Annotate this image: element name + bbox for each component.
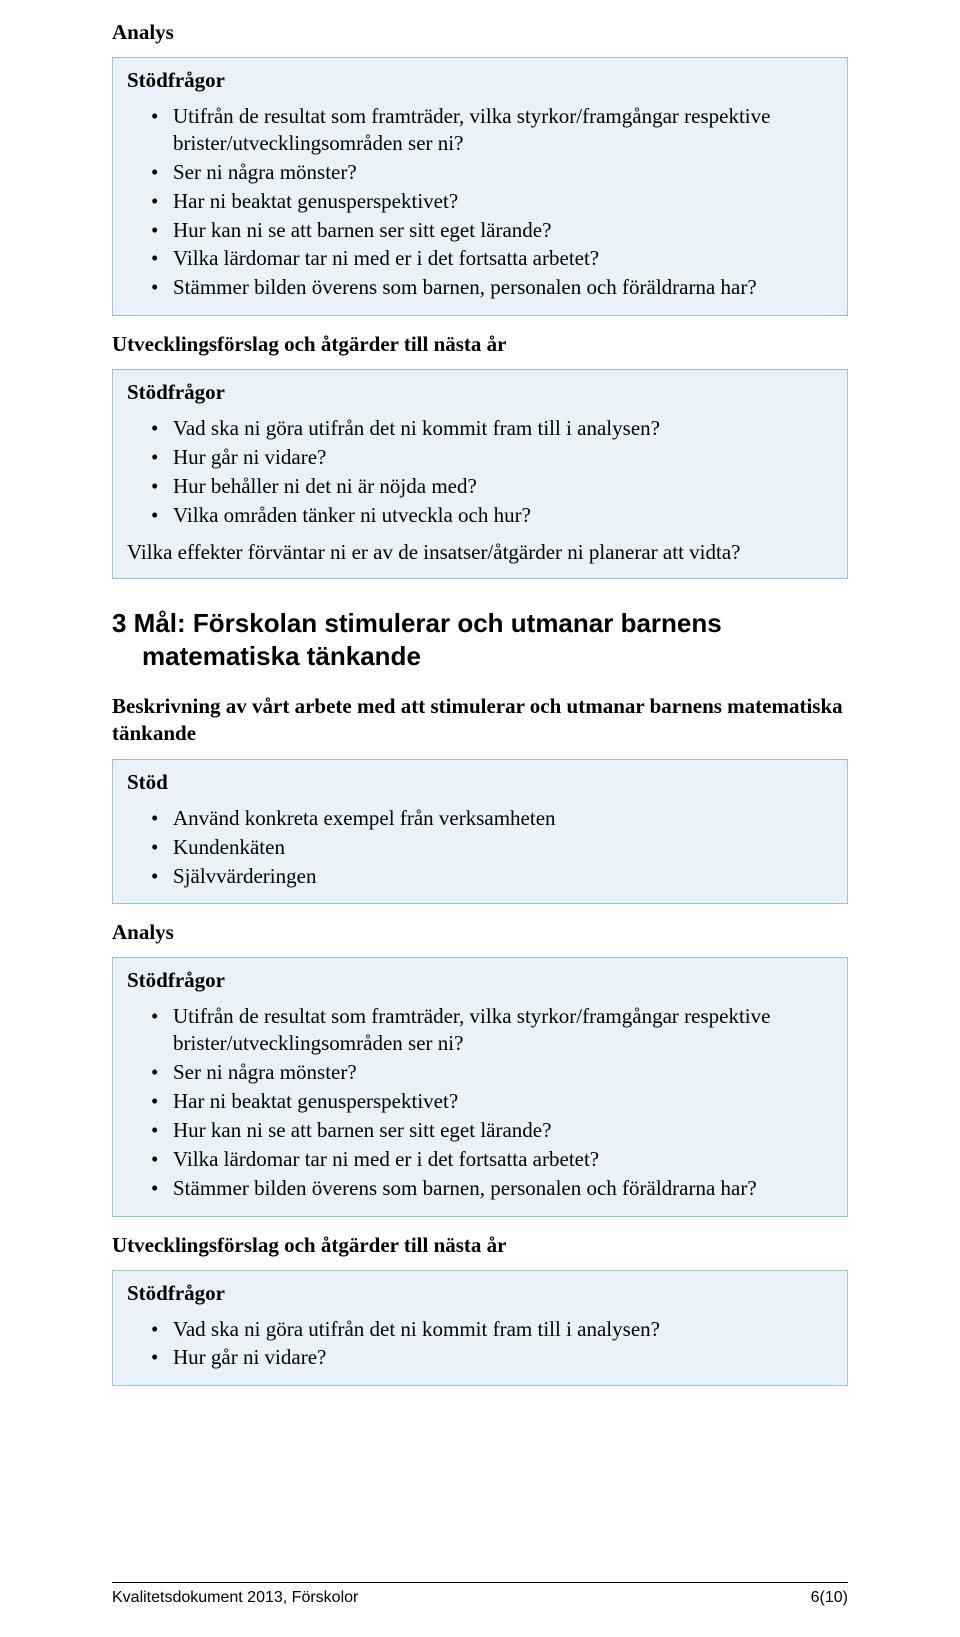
list-item: Stämmer bilden överens som barnen, perso… <box>151 274 833 301</box>
list-item: Vad ska ni göra utifrån det ni kommit fr… <box>151 1316 833 1343</box>
dev-question-1: Vilka effekter förväntar ni er av de ins… <box>127 539 833 566</box>
list-item: Använd konkreta exempel från verksamhete… <box>151 805 833 832</box>
support-box-dev-2: Stödfrågor Vad ska ni göra utifrån det n… <box>112 1270 848 1387</box>
analysis-heading-2: Analys <box>112 920 848 945</box>
list-item: Har ni beaktat genusperspektivet? <box>151 1088 833 1115</box>
bullet-list-dev-2: Vad ska ni göra utifrån det ni kommit fr… <box>127 1316 833 1372</box>
list-item: Kundenkäten <box>151 834 833 861</box>
list-item: Vilka lärdomar tar ni med er i det forts… <box>151 245 833 272</box>
list-item: Ser ni några mönster? <box>151 1059 833 1086</box>
page-footer: Kvalitetsdokument 2013, Förskolor 6(10) <box>112 1582 848 1607</box>
page-container: Analys Stödfrågor Utifrån de resultat so… <box>0 0 960 1637</box>
support-box-analysis-1: Stödfrågor Utifrån de resultat som framt… <box>112 57 848 316</box>
list-item: Har ni beaktat genusperspektivet? <box>151 188 833 215</box>
list-item: Ser ni några mönster? <box>151 159 833 186</box>
support-box-dev-1: Stödfrågor Vad ska ni göra utifrån det n… <box>112 369 848 578</box>
list-item: Utifrån de resultat som framträder, vilk… <box>151 103 833 157</box>
bullet-list-dev-1: Vad ska ni göra utifrån det ni kommit fr… <box>127 415 833 529</box>
list-item: Självvärderingen <box>151 863 833 890</box>
list-item: Hur kan ni se att barnen ser sitt eget l… <box>151 217 833 244</box>
support-label-analysis-2: Stödfrågor <box>127 968 833 993</box>
list-item: Stämmer bilden överens som barnen, perso… <box>151 1175 833 1202</box>
support-label-dev-2: Stödfrågor <box>127 1281 833 1306</box>
bullet-list-analysis-2: Utifrån de resultat som framträder, vilk… <box>127 1003 833 1201</box>
support-box-analysis-2: Stödfrågor Utifrån de resultat som framt… <box>112 957 848 1216</box>
dev-heading-1: Utvecklingsförslag och åtgärder till näs… <box>112 332 848 357</box>
goal-intro: Beskrivning av vårt arbete med att stimu… <box>112 693 848 747</box>
bullet-list-analysis-1: Utifrån de resultat som framträder, vilk… <box>127 103 833 301</box>
support-label-analysis-1: Stödfrågor <box>127 68 833 93</box>
footer-right: 6(10) <box>811 1589 848 1607</box>
goal-heading: 3 Mål: Förskolan stimulerar och utmanar … <box>112 607 848 674</box>
list-item: Utifrån de resultat som framträder, vilk… <box>151 1003 833 1057</box>
list-item: Vilka områden tänker ni utveckla och hur… <box>151 502 833 529</box>
footer-left: Kvalitetsdokument 2013, Förskolor <box>112 1589 358 1607</box>
list-item: Vad ska ni göra utifrån det ni kommit fr… <box>151 415 833 442</box>
list-item: Hur kan ni se att barnen ser sitt eget l… <box>151 1117 833 1144</box>
list-item: Hur går ni vidare? <box>151 1344 833 1371</box>
list-item: Hur behåller ni det ni är nöjda med? <box>151 473 833 500</box>
bullet-list-goal: Använd konkreta exempel från verksamhete… <box>127 805 833 890</box>
list-item: Hur går ni vidare? <box>151 444 833 471</box>
support-label-goal: Stöd <box>127 770 833 795</box>
list-item: Vilka lärdomar tar ni med er i det forts… <box>151 1146 833 1173</box>
dev-heading-2: Utvecklingsförslag och åtgärder till näs… <box>112 1233 848 1258</box>
support-label-dev-1: Stödfrågor <box>127 380 833 405</box>
support-box-goal: Stöd Använd konkreta exempel från verksa… <box>112 759 848 905</box>
analysis-heading-1: Analys <box>112 20 848 45</box>
